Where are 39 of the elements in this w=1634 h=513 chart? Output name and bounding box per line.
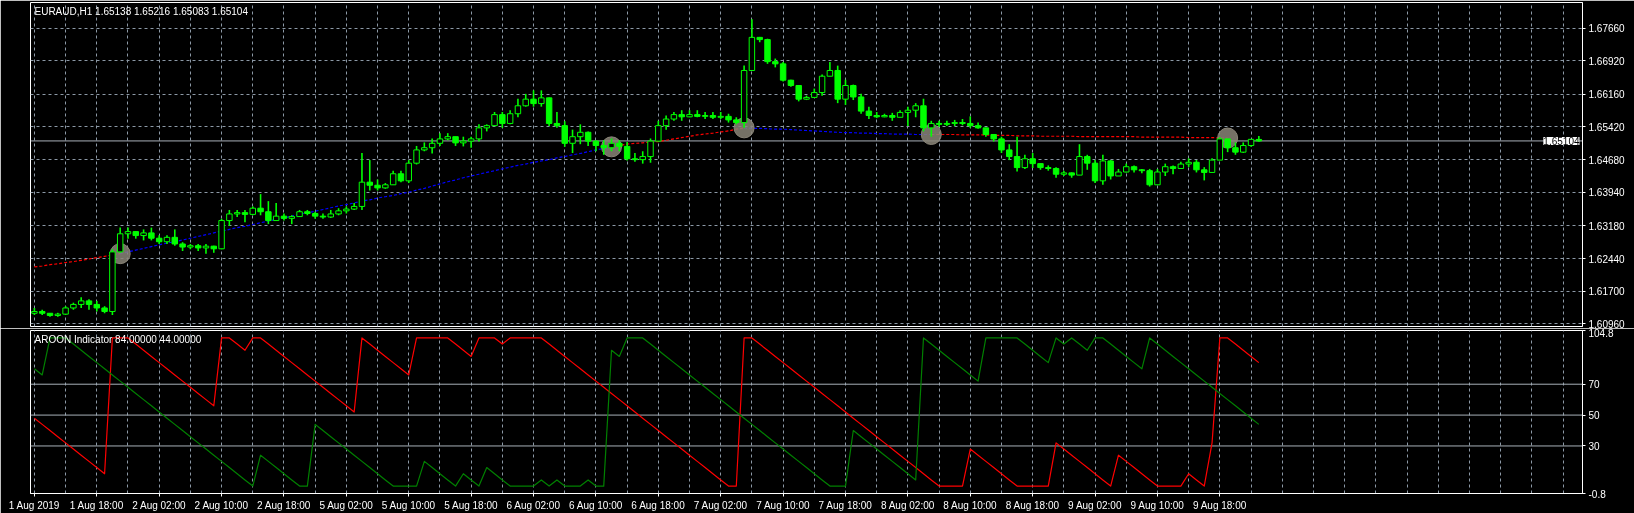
y-tick-label: 1.67660	[1588, 23, 1626, 35]
x-tick-label: 8 Aug 18:00	[1005, 499, 1060, 511]
y-tick-label: -0.8	[1588, 488, 1607, 500]
candlestick	[904, 105, 912, 127]
x-tick-label: 2 Aug 10:00	[194, 499, 249, 511]
y-tick-label: 1.66160	[1588, 89, 1626, 101]
y-tick-label: 1.62440	[1588, 253, 1626, 265]
y-tick-label: 50	[1588, 410, 1601, 422]
chart-title: EURAUD,H1 1.65138 1.65216 1.65083 1.65104	[34, 5, 249, 17]
x-tick-label: 8 Aug 02:00	[880, 499, 935, 511]
x-tick-label: 7 Aug 10:00	[756, 499, 810, 511]
x-tick-label: 7 Aug 02:00	[693, 499, 748, 511]
y-tick-label: 1.63940	[1588, 187, 1626, 199]
line-series	[33, 337, 1260, 487]
x-tick-label: 5 Aug 02:00	[319, 499, 374, 511]
y-tick-label: 1.65420	[1588, 121, 1626, 133]
y-tick-label: 1.64680	[1588, 154, 1626, 166]
x-tick-label: 7 Aug 18:00	[818, 499, 873, 511]
x-tick-label: 8 Aug 10:00	[943, 499, 998, 511]
x-tick-label: 5 Aug 18:00	[444, 499, 498, 511]
x-tick-label: 6 Aug 18:00	[631, 499, 686, 511]
y-tick-label: 1.63180	[1588, 220, 1626, 232]
y-tick-label: 1.60960	[1588, 318, 1626, 330]
x-tick-label: 9 Aug 02:00	[1068, 499, 1122, 511]
x-tick-label: 6 Aug 10:00	[568, 499, 623, 511]
x-tick-label: 1 Aug 2019	[8, 499, 60, 511]
x-tick-label: 2 Aug 02:00	[132, 499, 187, 511]
x-tick-label: 6 Aug 02:00	[506, 499, 561, 511]
x-tick-label: 1 Aug 18:00	[69, 499, 124, 511]
y-tick-label: 1.61700	[1588, 286, 1626, 298]
y-tick-label: 1.66920	[1588, 55, 1626, 67]
y-tick-label: 104.8	[1588, 327, 1614, 339]
y-tick-label: 70	[1588, 379, 1601, 391]
y-tick-label: 30	[1588, 440, 1601, 452]
x-tick-label: 5 Aug 10:00	[381, 499, 436, 511]
x-tick-label: 9 Aug 18:00	[1192, 499, 1247, 511]
x-tick-label: 9 Aug 10:00	[1130, 499, 1185, 511]
ref-line-label: 1.65104	[1543, 135, 1580, 147]
x-tick-label: 2 Aug 18:00	[257, 499, 311, 511]
